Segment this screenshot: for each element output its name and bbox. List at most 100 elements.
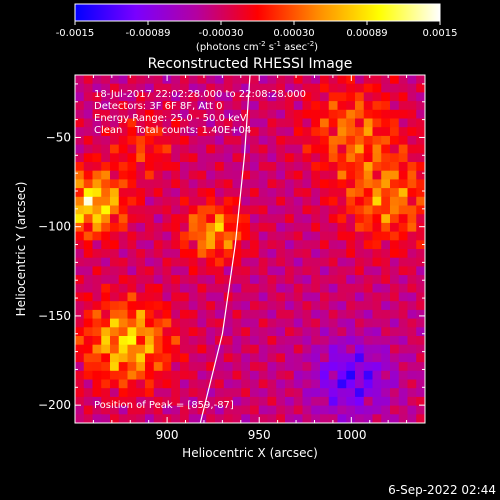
heat-cell xyxy=(328,101,339,111)
heat-cell xyxy=(293,179,304,189)
heat-cell xyxy=(110,292,120,302)
heat-cell xyxy=(407,405,417,415)
heat-cell xyxy=(153,301,164,311)
heat-cell xyxy=(110,275,120,285)
heat-cell xyxy=(363,257,374,267)
heat-cell xyxy=(145,179,155,189)
heat-cell xyxy=(407,336,417,346)
heat-cell xyxy=(390,362,400,372)
heat-cell xyxy=(171,144,181,154)
heat-cell xyxy=(381,257,391,267)
heat-cell xyxy=(302,83,312,93)
heat-cell xyxy=(302,92,312,102)
heat-cell xyxy=(206,144,216,154)
heat-cell xyxy=(75,405,85,415)
heat-cell xyxy=(337,135,347,146)
heat-cell xyxy=(83,196,94,207)
heat-cell xyxy=(276,414,286,423)
heat-cell xyxy=(83,318,94,328)
heat-cell xyxy=(337,275,347,285)
heat-cell xyxy=(171,327,181,337)
heat-cell xyxy=(276,127,286,137)
heat-cell xyxy=(372,118,382,128)
heat-cell xyxy=(101,370,111,381)
heat-cell xyxy=(197,92,207,102)
heat-cell xyxy=(355,109,365,120)
heat-cell xyxy=(398,127,409,137)
heat-cell xyxy=(101,318,111,328)
heat-cell xyxy=(75,231,85,241)
heat-cell xyxy=(320,214,330,224)
heat-cell xyxy=(83,179,94,189)
heat-cell xyxy=(206,92,216,102)
heat-cell xyxy=(118,240,129,250)
heat-cell xyxy=(381,318,391,328)
heat-cell xyxy=(197,405,207,415)
heat-cell xyxy=(110,109,120,120)
heat-cell xyxy=(250,118,260,128)
heat-cell xyxy=(276,379,286,389)
heat-cell xyxy=(110,309,120,320)
heat-cell xyxy=(328,231,339,241)
heat-cell xyxy=(75,396,85,407)
heat-cell xyxy=(180,153,190,163)
heat-cell xyxy=(101,414,111,423)
heat-cell xyxy=(101,179,111,189)
heat-cell xyxy=(355,101,365,111)
heat-cell xyxy=(180,118,190,128)
heat-cell xyxy=(92,118,102,128)
heat-cell xyxy=(171,318,181,328)
heat-cell xyxy=(355,327,365,337)
heat-cell xyxy=(311,405,321,415)
heat-cell xyxy=(180,205,190,215)
heat-cell xyxy=(215,75,225,85)
heat-cell xyxy=(197,379,207,389)
heat-cell xyxy=(337,92,347,102)
heat-cell xyxy=(127,292,137,302)
heat-cell xyxy=(407,257,417,267)
heat-cell xyxy=(145,388,155,398)
heat-cell xyxy=(337,144,347,154)
heat-cell xyxy=(232,336,242,346)
colorbar-tick-label: 0.00089 xyxy=(346,28,387,39)
heat-cell xyxy=(127,179,137,189)
heat-cell xyxy=(206,353,216,363)
heat-cell xyxy=(293,144,304,154)
heat-cell xyxy=(302,283,312,294)
heat-cell xyxy=(346,266,356,276)
heat-cell xyxy=(127,283,137,294)
heat-cell xyxy=(355,83,365,93)
heat-cell xyxy=(390,179,400,189)
heat-cell xyxy=(92,144,102,154)
heat-cell xyxy=(197,162,207,172)
heat-cell xyxy=(83,370,94,381)
heat-cell xyxy=(302,188,312,198)
heat-cell xyxy=(390,344,400,354)
heat-cell xyxy=(285,109,295,120)
heat-cell xyxy=(206,344,216,354)
heat-cell xyxy=(293,101,304,111)
heat-cell xyxy=(110,249,120,259)
heat-cell xyxy=(197,275,207,285)
heat-cell xyxy=(381,127,391,137)
heat-cell xyxy=(223,344,234,354)
heat-cell xyxy=(145,405,155,415)
heat-cell xyxy=(302,75,312,85)
heat-cell xyxy=(381,118,391,128)
heat-cell xyxy=(162,153,172,163)
heat-cell xyxy=(328,188,339,198)
heat-cell xyxy=(188,196,199,207)
heat-cell xyxy=(293,327,304,337)
heat-cell xyxy=(398,327,409,337)
heat-cell xyxy=(258,153,269,163)
heat-cell xyxy=(232,101,242,111)
heat-cell xyxy=(398,405,409,415)
heat-cell xyxy=(293,379,304,389)
heat-cell xyxy=(118,118,129,128)
heat-cell xyxy=(223,370,234,381)
heat-cell xyxy=(337,83,347,93)
heat-cell xyxy=(110,179,120,189)
heat-cell xyxy=(267,127,277,137)
heat-cell xyxy=(381,301,391,311)
heat-cell xyxy=(267,327,277,337)
